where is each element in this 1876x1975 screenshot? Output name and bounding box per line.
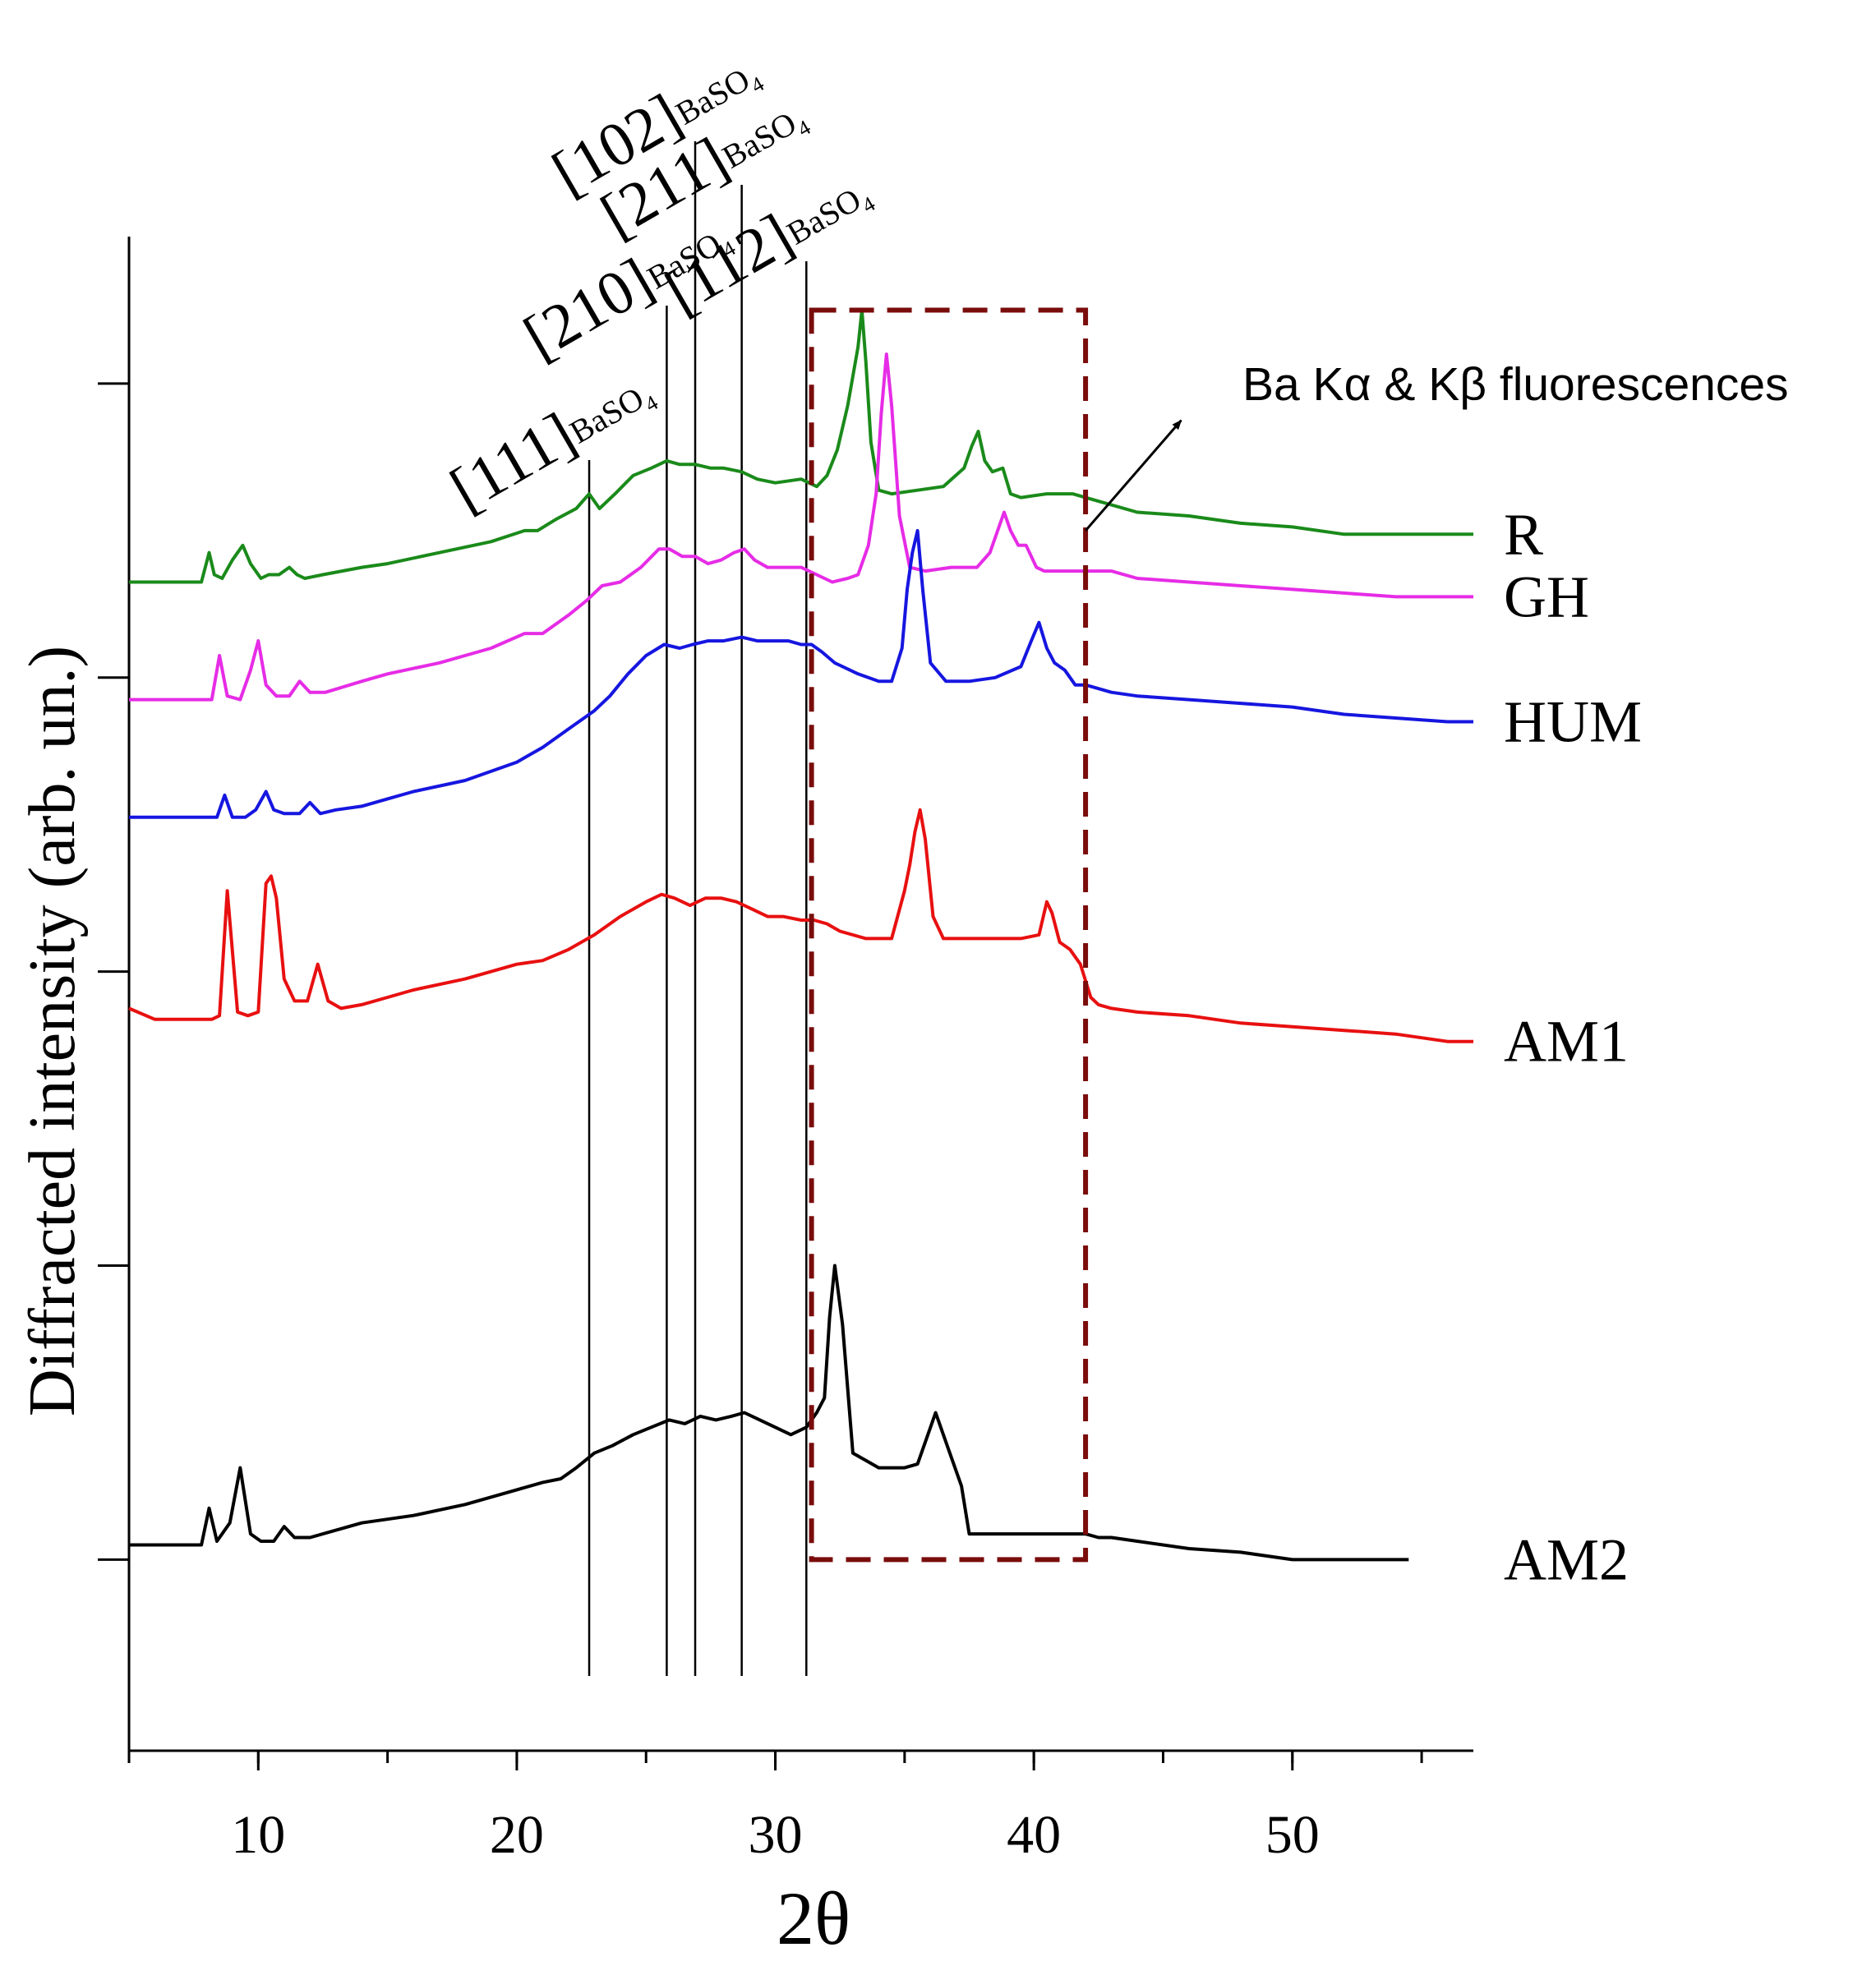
- x-tick-label: 40: [1007, 1805, 1061, 1865]
- series-label-am1: AM1: [1504, 1009, 1629, 1075]
- x-axis-label: 2θ: [777, 1876, 850, 1960]
- baso4-reflections: [111]BaSO4[210]BaSO4[102]BaSO4[211]BaSO4…: [439, 61, 879, 1676]
- x-tick-label: 10: [231, 1805, 285, 1865]
- y-axis-label: Diffracted intensity (arb. un.): [16, 646, 89, 1416]
- series-line-gh: [129, 352, 1473, 702]
- x-ticks: 10 20 30 40 50: [127, 1751, 1423, 1865]
- annotation-text: Ba Kα & Kβ fluorescences: [1242, 358, 1789, 411]
- reflection-label: [111]BaSO4: [439, 355, 664, 525]
- fluorescence-region-box: [809, 307, 1089, 1563]
- series-line-r: [129, 308, 1473, 584]
- series-line-am1: [128, 808, 1473, 1043]
- axes: 10 20 30 40 50: [98, 237, 1473, 1865]
- series-line-am2: [129, 1264, 1409, 1562]
- series-group: [128, 308, 1473, 1562]
- series-label-hum: HUM: [1504, 688, 1642, 754]
- series-label-am2: AM2: [1504, 1526, 1629, 1592]
- reflection-label-text: [111]BaSO4: [439, 355, 664, 525]
- x-tick-label: 30: [749, 1805, 803, 1865]
- series-label-gh: GH: [1504, 564, 1589, 629]
- series-label-r: R: [1504, 501, 1543, 567]
- y-ticks: [98, 382, 129, 1561]
- series-line-hum: [129, 528, 1473, 819]
- x-tick-label: 20: [490, 1805, 544, 1865]
- series-labels: RGH HUM AM1 AM2: [1504, 501, 1642, 1592]
- annotation-arrow: [1084, 419, 1182, 532]
- x-tick-label: 50: [1265, 1805, 1320, 1865]
